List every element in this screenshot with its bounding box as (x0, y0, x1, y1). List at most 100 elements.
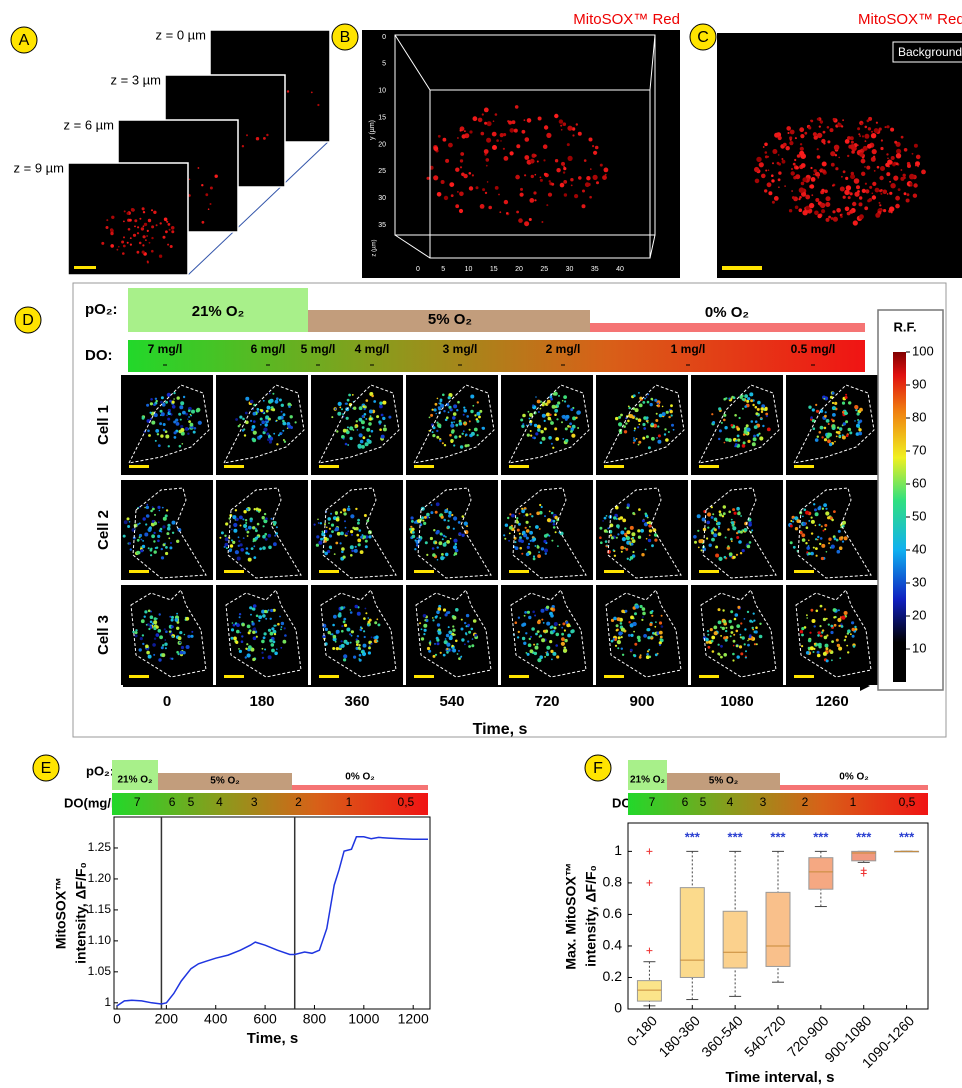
signal-dot (350, 611, 353, 614)
signal-dot (268, 418, 271, 421)
signal-dot (411, 528, 414, 531)
signal-dot (482, 188, 485, 191)
signal-dot (854, 178, 860, 184)
scale-bar (604, 465, 624, 468)
signal-dot (529, 531, 533, 535)
box (766, 892, 790, 966)
signal-dot (335, 511, 338, 514)
signal-dot (446, 540, 450, 544)
signal-dot (839, 657, 841, 659)
signal-dot (202, 221, 205, 224)
signal-dot (657, 403, 659, 405)
colorbar-tick-label: 30 (912, 574, 926, 589)
signal-dot (746, 424, 749, 427)
signal-dot (757, 409, 759, 411)
signal-dot (445, 613, 448, 616)
signal-dot (448, 626, 450, 628)
signal-dot (142, 540, 144, 542)
signal-dot (638, 536, 641, 539)
signal-dot (438, 607, 442, 611)
signal-dot (544, 173, 547, 176)
signal-dot (553, 520, 556, 523)
signal-dot (198, 421, 202, 425)
signal-dot (359, 433, 363, 437)
signal-dot (383, 427, 387, 431)
signal-dot (551, 659, 553, 661)
signal-dot (437, 630, 439, 632)
significance: *** (899, 829, 915, 844)
signal-dot (904, 192, 907, 195)
signal-dot (544, 515, 546, 517)
signal-dot (705, 638, 709, 642)
signal-dot (641, 619, 643, 621)
signal-dot (834, 624, 837, 627)
signal-dot (599, 536, 602, 539)
signal-dot (435, 413, 437, 415)
signal-dot (435, 654, 437, 656)
y-axis-label: Max. MitoSOX™ (563, 862, 579, 969)
signal-dot (859, 214, 864, 219)
signal-dot (187, 433, 189, 435)
signal-dot (633, 437, 635, 439)
signal-dot (724, 556, 727, 559)
signal-dot (189, 179, 191, 181)
signal-dot (752, 629, 754, 631)
micrograph (311, 480, 403, 580)
y-tick-label: 1.10 (88, 933, 112, 947)
signal-dot (646, 396, 648, 398)
signal-dot (350, 406, 352, 408)
signal-dot (198, 167, 200, 169)
signal-dot (167, 418, 170, 421)
panel-label: C (697, 29, 709, 46)
signal-dot (532, 437, 534, 439)
signal-dot (629, 414, 633, 418)
signal-dot (482, 427, 485, 430)
signal-dot (124, 520, 128, 524)
signal-dot (463, 409, 467, 413)
signal-dot (841, 176, 843, 178)
signal-dot (433, 175, 438, 180)
signal-dot (368, 621, 371, 624)
signal-dot (527, 546, 530, 549)
x-tick-label: 800 (303, 1011, 327, 1027)
signal-dot (558, 395, 560, 397)
signal-dot (533, 644, 535, 646)
signal-dot (815, 404, 817, 406)
signal-dot (570, 178, 573, 181)
signal-dot (561, 633, 564, 636)
signal-dot (648, 539, 651, 542)
signal-dot (350, 554, 353, 557)
signal-dot (562, 622, 565, 625)
signal-dot (265, 618, 267, 620)
signal-dot (832, 413, 836, 417)
signal-dot (833, 118, 836, 121)
signal-dot (846, 645, 848, 647)
signal-dot (559, 624, 561, 626)
do-bar (628, 793, 928, 815)
signal-dot (600, 164, 603, 167)
signal-dot (464, 130, 466, 132)
signal-dot (500, 140, 502, 142)
signal-dot (428, 650, 431, 653)
signal-dot (127, 242, 129, 244)
signal-dot (622, 537, 626, 541)
po2-bar (292, 785, 428, 790)
signal-dot (435, 511, 438, 514)
signal-dot (697, 530, 699, 532)
x-tick-label: 10 (465, 266, 473, 273)
signal-dot (854, 405, 858, 409)
signal-dot (357, 612, 361, 616)
signal-dot (486, 138, 491, 143)
signal-dot (167, 244, 169, 246)
scale-bar (414, 570, 434, 573)
signal-dot (295, 421, 297, 423)
signal-dot (623, 425, 626, 428)
signal-dot (259, 616, 261, 618)
signal-dot (256, 137, 259, 140)
signal-dot (546, 651, 548, 653)
signal-dot (804, 132, 807, 135)
signal-dot (707, 630, 709, 632)
signal-dot (799, 187, 805, 193)
signal-dot (556, 418, 558, 420)
signal-dot (620, 622, 623, 625)
